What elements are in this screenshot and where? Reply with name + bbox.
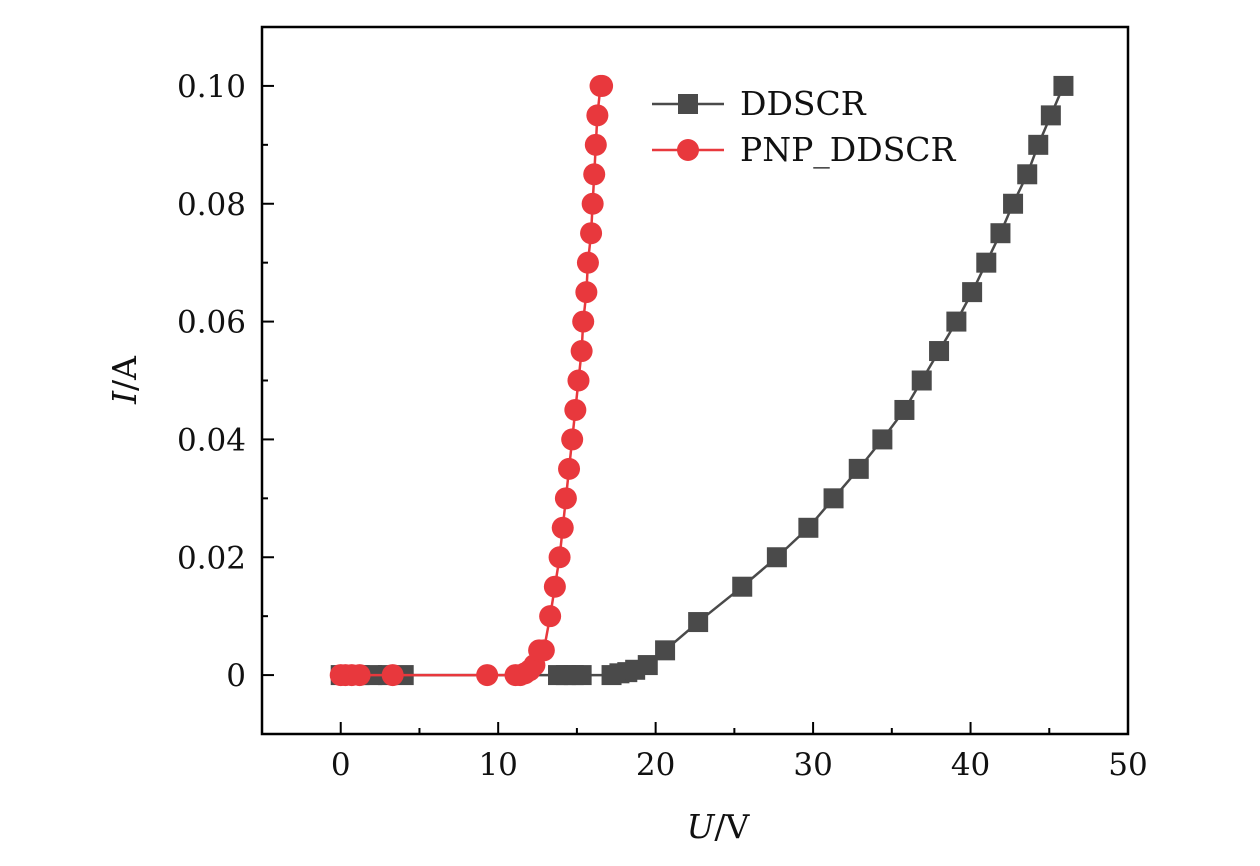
data-point [872,429,893,450]
x-tick-label-3: 30 [793,747,832,783]
data-point [946,311,967,332]
x-tick-label-5: 50 [1108,747,1147,783]
y-tick-label-2: 0.04 [177,422,246,458]
axis-tick-labels: 0 10 20 30 40 50 0 0.02 0.04 0.06 0.08 0.10 [177,69,1148,783]
data-point [381,664,404,687]
data-point [567,369,590,392]
data-point [655,640,676,661]
y-axis-label: I/A [105,355,144,405]
legend-label-ddscr: DDSCR [740,84,867,123]
series-line-0 [340,85,1065,677]
data-point [1003,193,1024,214]
data-point [823,488,844,509]
data-point [591,74,614,97]
data-point [564,398,587,421]
data-point [561,428,584,451]
data-point [1040,105,1061,126]
y-tick-label-3: 0.06 [177,305,246,341]
data-point [539,605,562,628]
legend-entry-pnp-ddscr: PNP_DDSCR [652,130,957,170]
x-tick-label-4: 40 [951,747,990,783]
data-point [584,133,607,156]
data-point [976,252,997,273]
data-point [570,340,593,363]
data-point [581,192,604,215]
data-point [766,547,787,568]
x-tick-label-2: 20 [636,747,675,783]
data-point [962,282,983,303]
data-point [911,370,932,391]
data-point [551,516,574,539]
x-tick-label-1: 10 [478,747,517,783]
data-point [732,576,753,597]
data-point [580,222,603,245]
legend: DDSCR PNP_DDSCR [652,84,957,170]
data-point [688,612,709,633]
data-point [1017,164,1038,185]
legend-marker-pnp-ddscr [677,139,699,161]
data-point [572,310,595,333]
data-point [637,655,658,676]
data-point [848,458,869,479]
data-point [1053,75,1074,96]
data-point [571,665,592,686]
x-tick-label-0: 0 [331,747,351,783]
data-point [558,457,581,480]
data-point [554,487,577,510]
y-tick-label-5: 0.10 [177,69,246,105]
x-axis-label: U/V [687,807,751,846]
data-point [548,546,571,569]
data-point [583,163,606,186]
data-point [532,639,555,662]
data-point [1028,134,1049,155]
series-1 [329,74,614,687]
legend-marker-ddscr [678,94,698,114]
y-tick-label-1: 0.02 [177,540,246,576]
series-layer [329,74,1074,687]
series-0 [330,75,1074,686]
data-point [576,251,599,274]
axis-ticks [261,84,1129,735]
y-tick-label-0: 0 [226,658,246,694]
legend-label-pnp-ddscr: PNP_DDSCR [740,130,957,170]
legend-entry-ddscr: DDSCR [652,84,867,123]
y-tick-label-4: 0.08 [177,187,246,223]
data-point [990,223,1011,244]
data-point [543,575,566,598]
data-point [476,664,499,687]
data-point [348,664,371,687]
data-point [798,517,819,538]
data-point [586,104,609,127]
data-point [894,399,915,420]
data-point [929,341,950,362]
data-point [575,281,598,304]
